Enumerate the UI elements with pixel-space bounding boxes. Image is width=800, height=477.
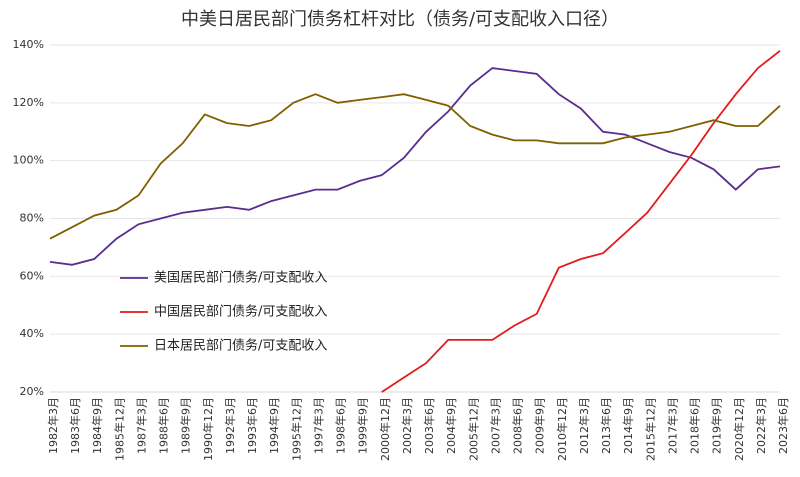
x-tick-label: 1984年9月 — [90, 397, 104, 454]
x-tick-label: 2008年6月 — [511, 397, 525, 454]
y-tick-label: 60% — [20, 269, 44, 282]
x-tick-label: 1987年3月 — [134, 397, 148, 454]
x-tick-label: 2005年12月 — [466, 397, 480, 461]
series-line — [49, 93, 781, 240]
x-tick-label: 2018年6月 — [688, 397, 702, 454]
x-tick-label: 1999年9月 — [356, 397, 370, 454]
x-tick-label: 2009年9月 — [533, 397, 547, 454]
x-tick-label: 2022年3月 — [754, 397, 768, 454]
x-tick-label: 2012年3月 — [577, 397, 591, 454]
x-tick-label: 2017年3月 — [665, 397, 679, 454]
x-tick-label: 2020年12月 — [732, 397, 746, 461]
x-tick-label: 2002年3月 — [400, 397, 414, 454]
chart-title: 中美日居民部门债务杠杆对比（债务/可支配收入口径） — [181, 9, 619, 30]
x-tick-label: 2010年12月 — [555, 397, 569, 461]
y-tick-label: 100% — [13, 154, 44, 167]
x-tick-label: 1985年12月 — [112, 397, 126, 461]
x-tick-label: 1989年9月 — [179, 397, 193, 454]
x-tick-label: 2007年3月 — [488, 397, 502, 454]
x-tick-label: 1998年6月 — [334, 397, 348, 454]
legend-label: 中国居民部门债务/可支配收入 — [154, 304, 327, 320]
x-tick-label: 2000年12月 — [378, 397, 392, 461]
x-tick-label: 1994年9月 — [267, 397, 281, 454]
x-tick-label: 1990年12月 — [201, 397, 215, 461]
legend-label: 日本居民部门债务/可支配收入 — [154, 338, 327, 354]
y-tick-label: 40% — [20, 327, 44, 340]
y-tick-label: 120% — [13, 96, 44, 109]
x-tick-label: 2004年9月 — [444, 397, 458, 454]
y-tick-label: 140% — [13, 38, 44, 51]
series-line — [381, 50, 781, 393]
x-tick-label: 1997年3月 — [311, 397, 325, 454]
x-tick-label: 1983年6月 — [68, 397, 82, 454]
legend-label: 美国居民部门债务/可支配收入 — [154, 270, 327, 286]
x-tick-label: 1992年3月 — [223, 397, 237, 454]
x-tick-label: 1982年3月 — [46, 397, 60, 454]
x-tick-label: 1988年6月 — [157, 397, 171, 454]
y-tick-label: 20% — [20, 385, 44, 398]
x-tick-label: 2013年6月 — [599, 397, 613, 454]
series-line — [49, 67, 781, 266]
x-tick-label: 2014年9月 — [621, 397, 635, 454]
y-tick-label: 80% — [20, 212, 44, 225]
x-tick-label: 2015年12月 — [643, 397, 657, 461]
x-tick-label: 2003年6月 — [422, 397, 436, 454]
x-tick-label: 1995年12月 — [289, 397, 303, 461]
x-tick-label: 2019年9月 — [710, 397, 724, 454]
x-tick-label: 1993年6月 — [245, 397, 259, 454]
x-tick-label: 2023年6月 — [776, 397, 790, 454]
